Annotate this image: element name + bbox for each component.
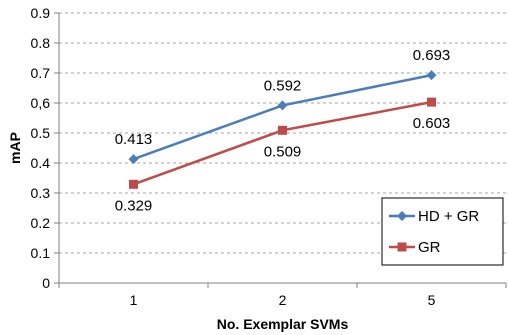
series-group [128, 70, 437, 189]
legend-label: GR [418, 239, 441, 256]
x-tick-labels: 1 2 5 [58, 283, 507, 308]
y-tick-label: 0 [42, 275, 50, 291]
data-label: 0.693 [413, 47, 451, 64]
x-axis-title: No. Exemplar SVMs [217, 316, 349, 332]
y-tick-label: 0.3 [31, 185, 51, 201]
legend-box [381, 197, 504, 266]
y-tick-label: 0.7 [31, 65, 51, 81]
y-tick-label: 0.2 [31, 215, 51, 231]
y-tick-label: 0.9 [31, 5, 51, 21]
data-point [278, 125, 287, 135]
legend: HD + GR GR [381, 197, 504, 266]
legend-label: HD + GR [418, 208, 479, 225]
y-tick-label: 0.5 [31, 125, 51, 141]
data-label: 0.329 [115, 197, 153, 214]
data-label: 0.603 [413, 115, 451, 132]
data-label: 0.592 [264, 77, 302, 94]
x-tick-label: 1 [130, 292, 138, 308]
data-labels: 0.413 0.592 0.693 0.329 0.509 0.603 [115, 47, 451, 214]
data-point [426, 70, 437, 81]
data-label: 0.413 [115, 131, 153, 148]
data-point [128, 154, 139, 165]
x-tick-label: 2 [279, 292, 287, 308]
y-tick-label: 0.1 [31, 245, 51, 261]
legend-marker [397, 242, 407, 252]
data-label: 0.509 [264, 143, 302, 160]
data-point [427, 97, 436, 107]
data-point [277, 100, 288, 111]
data-point [129, 179, 138, 189]
y-tick-label: 0.8 [31, 35, 51, 51]
legend-marker [397, 211, 407, 221]
y-tick-labels: 0 0.1 0.2 0.3 0.4 0.5 0,6 0.7 0.8 0.9 [31, 5, 51, 291]
y-axis-title: mAP [7, 132, 23, 164]
x-tick-label: 5 [428, 292, 436, 308]
y-tick-label: 0,6 [31, 95, 51, 111]
y-tick-label: 0.4 [31, 155, 51, 171]
